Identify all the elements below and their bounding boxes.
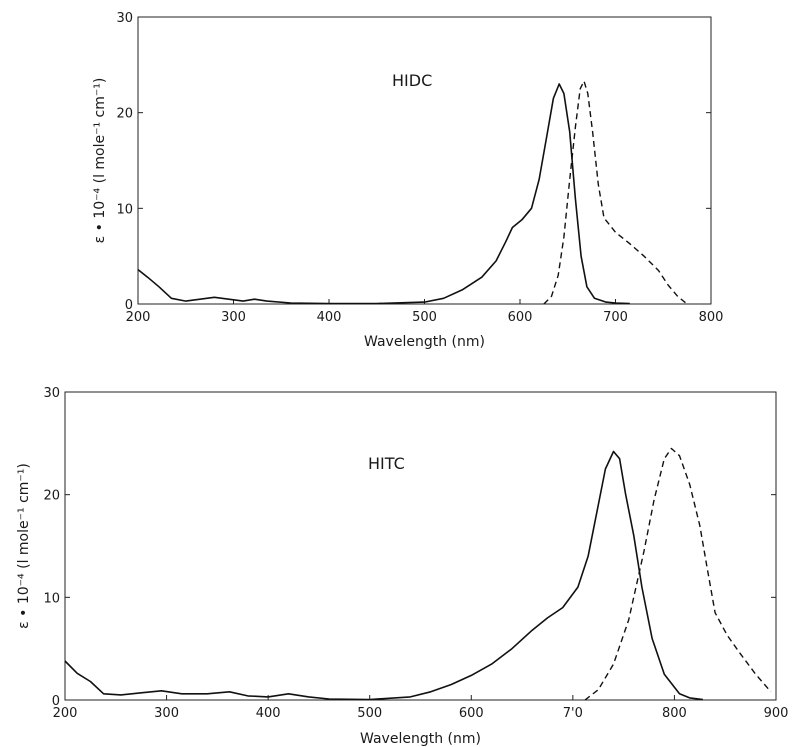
hidc-panel: 200 300 400 500 600 700 800 0 10 20 30 Wavelength (… [92,11,723,350]
y-tick-label: 0 [52,694,60,709]
x-tick-label: 500 [357,706,382,721]
x-axis-label: Wavelength (nm) [360,731,481,747]
y-tick-label: 10 [116,202,133,217]
y-tick-label: 30 [43,386,60,401]
solid-series-line [137,83,630,305]
y-axis-label: ε • 10⁻⁴ (l mole⁻¹ cm⁻¹) [92,78,108,244]
x-tick-label: 400 [317,310,342,325]
x-tick-label: 200 [53,706,78,721]
x-tick-label: 600 [508,310,533,325]
plot-frame [137,16,712,305]
y-tick-label: 0 [125,298,133,313]
x-tick-label: 700 [603,310,628,325]
dashed-series-line [584,447,772,701]
x-tick-label: 300 [221,310,246,325]
x-tick-label: 600 [459,706,484,721]
x-tick-label: 900 [764,706,789,721]
x-tick-label: 300 [154,706,179,721]
x-tick-label: 500 [412,310,437,325]
solid-series-line [64,450,703,701]
plot-frame [64,391,777,701]
x-tick-label: 400 [256,706,281,721]
x-tick-label: 800 [699,310,724,325]
panel-label: HIDC [392,71,432,90]
panel-label: HITC [368,454,405,473]
x-axis-label: Wavelength (nm) [364,334,485,350]
x-tick-label: 7'0 [563,706,583,721]
y-axis-label: ε • 10⁻⁴ (l mole⁻¹ cm⁻¹) [16,463,32,629]
dashed-series-line [543,80,688,305]
x-tick-label: 800 [662,706,687,721]
y-tick-label: 20 [43,489,60,504]
y-tick-label: 10 [43,591,60,606]
y-tick-label: 30 [116,11,133,26]
y-tick-label: 20 [116,107,133,122]
x-tick-label: 200 [126,310,151,325]
hitc-panel: 200 300 400 500 600 7'0 800 900 0 10 20 30 Wavelengt… [16,386,788,747]
